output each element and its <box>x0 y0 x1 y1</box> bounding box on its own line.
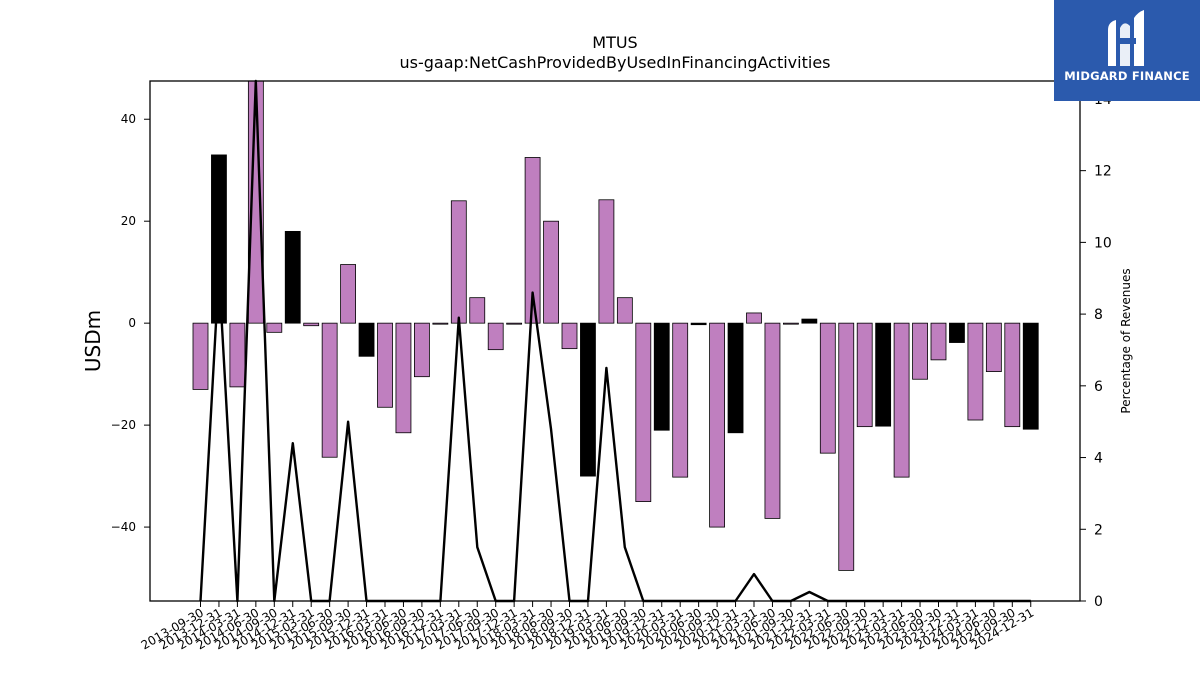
bar <box>506 322 523 325</box>
y2-tick-label: 12 <box>1094 164 1112 180</box>
bar <box>838 322 855 571</box>
x-axis-ticks: 2013-09-302013-12-312014-03-312014-06-30… <box>139 601 1036 652</box>
y2-tick-label: 2 <box>1094 522 1103 538</box>
bar <box>487 322 504 351</box>
right-axis-ticks: 02468101214 <box>1080 92 1112 610</box>
bar <box>211 154 227 324</box>
y2-tick-label: 10 <box>1094 235 1112 251</box>
bar <box>672 322 689 478</box>
bar <box>321 322 338 458</box>
bar <box>413 322 430 378</box>
bar <box>358 322 375 357</box>
bar <box>450 200 467 324</box>
bar <box>875 322 892 427</box>
bar <box>746 312 762 324</box>
bar <box>949 322 965 343</box>
bar <box>764 322 781 519</box>
y-axis-label: USDm <box>81 310 105 372</box>
bar <box>340 264 357 324</box>
bar <box>432 322 449 325</box>
bar <box>801 318 818 324</box>
bar <box>377 322 393 408</box>
bar <box>912 322 928 380</box>
y-tick-label: 20 <box>121 214 136 228</box>
brand-logo: MIDGARD FINANCE <box>1054 0 1200 101</box>
bars-group <box>192 80 1039 571</box>
bar <box>1004 322 1021 428</box>
plot-frame <box>149 80 1081 602</box>
bar <box>893 322 910 478</box>
y-tick-label: −40 <box>111 520 136 534</box>
bar <box>616 297 633 324</box>
logo-mark-icon <box>1108 10 1144 66</box>
bar <box>783 322 799 325</box>
bar <box>284 230 301 324</box>
bar <box>985 322 1002 372</box>
bar <box>543 220 559 324</box>
bar <box>690 322 707 326</box>
right-axis-label: Percentage of Revenues <box>1119 268 1133 413</box>
bar <box>580 322 596 477</box>
bar <box>819 322 836 454</box>
bar <box>598 199 615 324</box>
y-tick-label: 40 <box>121 112 136 126</box>
bar <box>469 297 486 324</box>
chart-subtitle: us-gaap:NetCashProvidedByUsedInFinancing… <box>399 53 831 72</box>
bar <box>229 322 246 388</box>
bar <box>266 322 283 333</box>
y2-tick-label: 0 <box>1094 594 1103 610</box>
bar <box>967 322 984 421</box>
bar <box>635 322 652 502</box>
bar <box>727 322 744 434</box>
bar <box>709 322 725 528</box>
y-tick-label: −20 <box>111 418 136 432</box>
bar <box>561 322 578 350</box>
bar <box>856 322 873 428</box>
left-axis-ticks: −40 −20 0 20 40 <box>111 112 150 534</box>
bar <box>653 322 670 431</box>
bar <box>1022 322 1039 430</box>
y-tick-label: 0 <box>128 316 136 330</box>
chart-title: MTUS <box>592 33 638 52</box>
bar <box>192 322 209 390</box>
bar <box>930 322 947 361</box>
bar <box>524 157 541 324</box>
y2-tick-label: 4 <box>1094 451 1103 467</box>
bar <box>303 322 320 327</box>
y2-tick-label: 8 <box>1094 307 1103 323</box>
logo-text: MIDGARD FINANCE <box>1064 69 1190 83</box>
y2-tick-label: 6 <box>1094 379 1103 395</box>
bar <box>395 322 412 434</box>
